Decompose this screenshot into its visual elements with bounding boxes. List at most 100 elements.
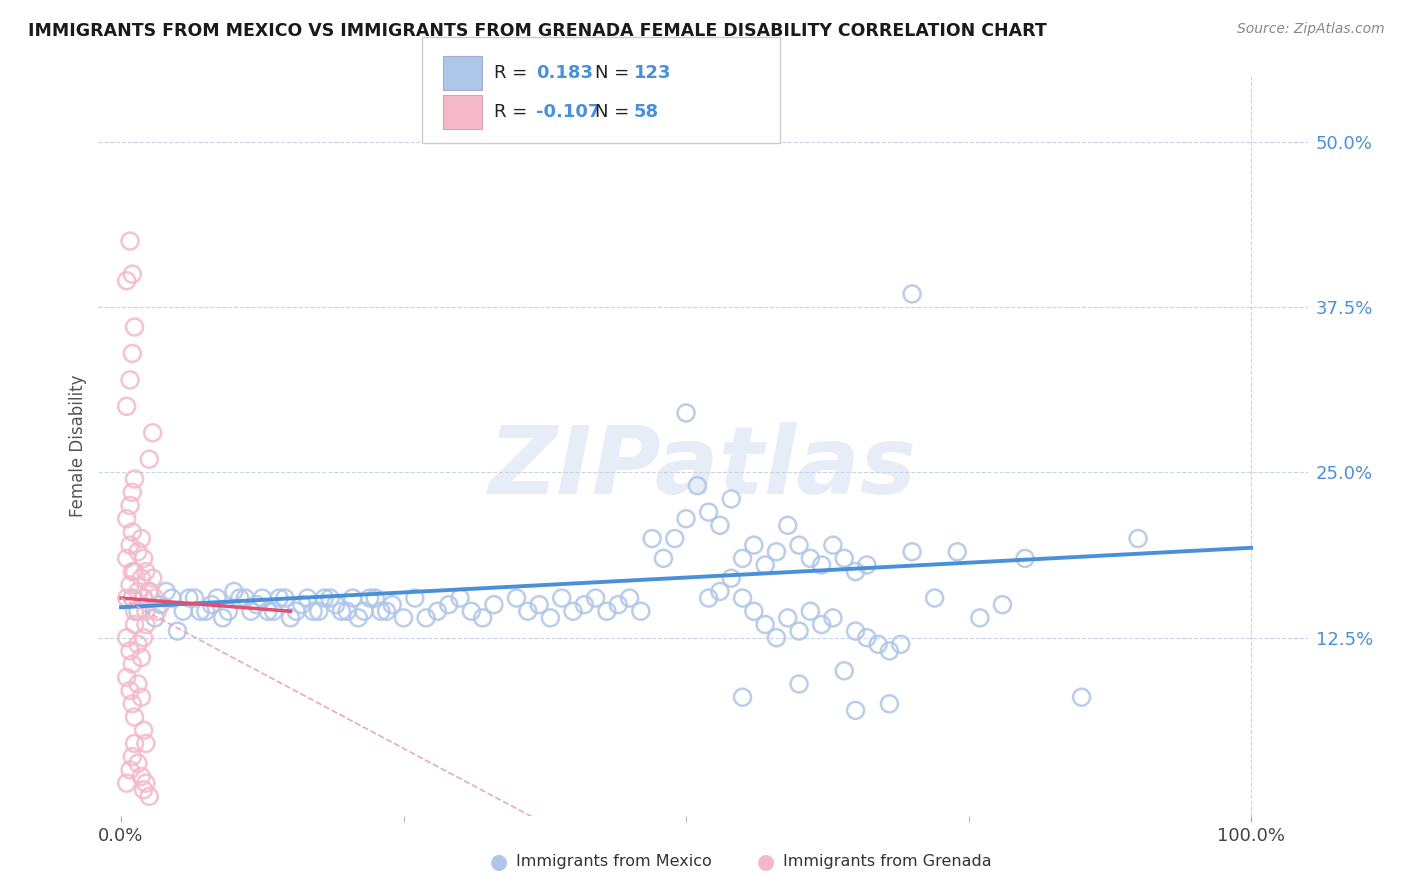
Point [460,604,482,618]
Point [121,565,143,579]
Point [127,584,149,599]
Point [370,604,392,618]
Point [135,617,157,632]
Point [200,598,222,612]
Point [188,604,211,618]
Point [124,736,146,750]
Point [675,512,697,526]
Text: R =: R = [494,64,533,82]
Point [280,611,302,625]
Point [120,763,142,777]
Point [131,571,153,585]
Point [1126,532,1149,546]
Text: 0.183: 0.183 [536,64,593,82]
Text: R =: R = [494,103,533,121]
Point [263,604,285,618]
Point [155,584,177,599]
Point [342,591,364,605]
Point [274,591,297,605]
Text: Immigrants from Mexico: Immigrants from Mexico [516,855,711,869]
Point [132,631,155,645]
Point [120,644,142,658]
Point [121,591,143,605]
Point [257,604,280,618]
Point [131,650,153,665]
Point [353,604,375,618]
Point [142,425,165,440]
Text: ●: ● [758,852,775,871]
Point [121,524,143,539]
Point [131,690,153,705]
Point [742,538,765,552]
Point [686,478,709,492]
Point [160,591,183,605]
Point [124,617,146,632]
Point [142,571,165,585]
Point [901,287,924,301]
Point [574,598,596,612]
Point [426,604,449,618]
Point [845,565,868,579]
Y-axis label: Female Disability: Female Disability [69,375,87,517]
Point [132,551,155,566]
Point [879,697,901,711]
Point [172,604,194,618]
Point [720,571,742,585]
Point [143,611,166,625]
Point [799,604,821,618]
Point [149,598,172,612]
Point [135,776,157,790]
Point [969,611,991,625]
Point [381,598,404,612]
Point [325,598,347,612]
Point [115,274,138,288]
Point [437,598,460,612]
Point [177,591,200,605]
Point [291,598,314,612]
Point [143,591,166,605]
Point [364,591,387,605]
Point [121,485,143,500]
Point [765,545,787,559]
Point [697,591,720,605]
Text: ZIPatlas: ZIPatlas [489,422,917,514]
Point [121,267,143,281]
Point [246,598,269,612]
Point [505,591,527,605]
Point [120,499,142,513]
Text: -0.107: -0.107 [536,103,600,121]
Point [731,551,754,566]
Point [375,604,398,618]
Point [901,545,924,559]
Point [527,598,550,612]
Point [538,611,561,625]
Point [252,591,274,605]
Point [120,234,142,248]
Point [120,373,142,387]
Point [471,611,494,625]
Text: IMMIGRANTS FROM MEXICO VS IMMIGRANTS FROM GRENADA FEMALE DISABILITY CORRELATION : IMMIGRANTS FROM MEXICO VS IMMIGRANTS FRO… [28,22,1047,40]
Point [776,611,799,625]
Point [285,604,308,618]
Point [1070,690,1092,705]
Point [124,710,146,724]
Point [135,565,157,579]
Point [551,591,574,605]
Point [607,598,630,612]
Point [314,591,336,605]
Point [115,551,138,566]
Point [359,591,381,605]
Point [121,749,143,764]
Point [754,558,776,572]
Point [115,400,138,414]
Point [166,624,188,639]
Point [127,604,149,618]
Point [652,551,675,566]
Point [132,591,155,605]
Point [121,346,143,360]
Point [664,532,686,546]
Point [832,664,855,678]
Point [124,320,146,334]
Point [132,591,155,605]
Point [127,756,149,771]
